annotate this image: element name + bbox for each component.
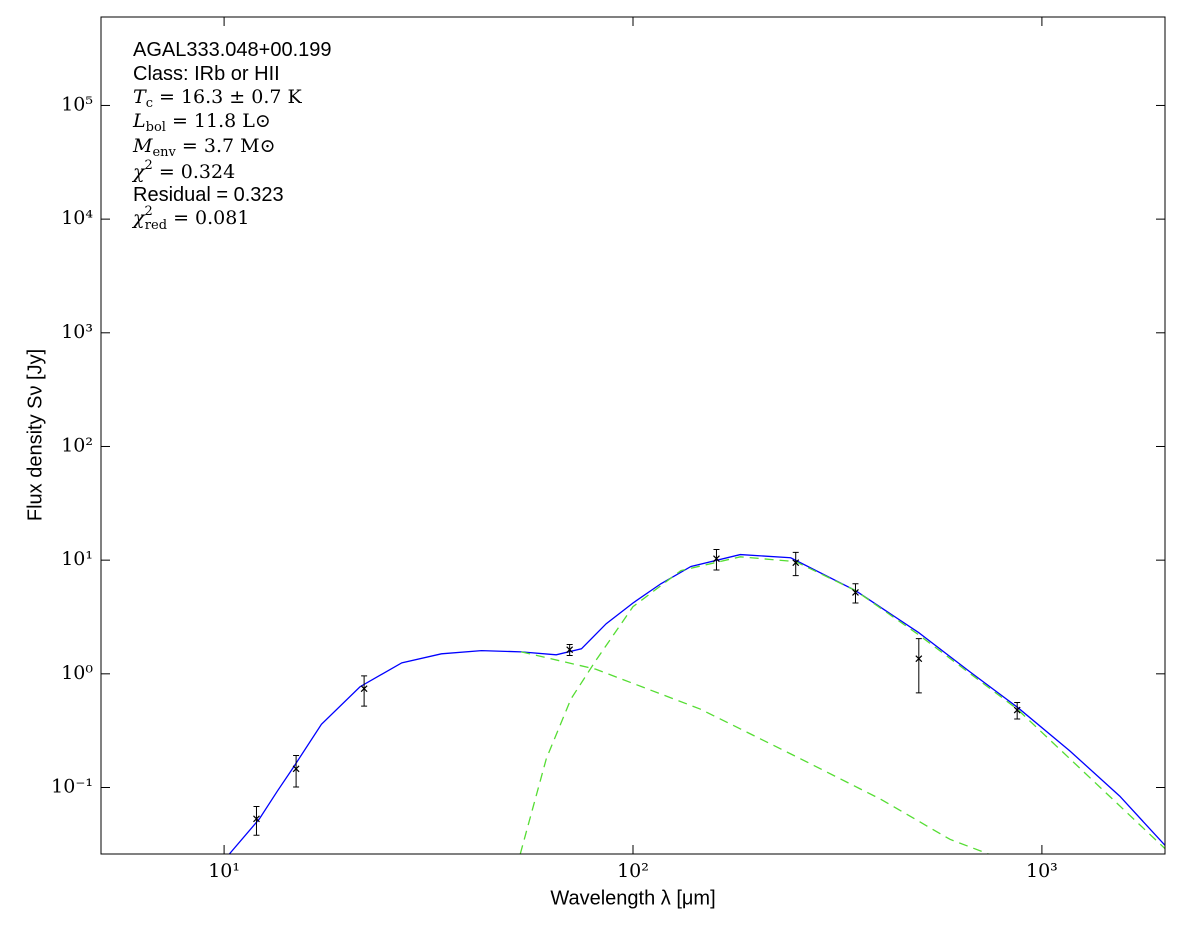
data-point	[1013, 706, 1021, 714]
data-point	[915, 655, 923, 663]
error-bar	[915, 638, 922, 694]
annotation-sup: 2	[145, 204, 153, 219]
annotation-sub: bol	[146, 120, 166, 135]
annotation-text: Residual = 0.323	[133, 184, 284, 206]
model-total	[228, 553, 1165, 854]
annotation-text: = 3.7 M⊙	[176, 135, 276, 157]
error-bar	[792, 551, 799, 577]
annotation-text: Class: IRb or HII	[133, 63, 280, 85]
data-point	[292, 765, 300, 773]
annotation: Menv = 3.7 M⊙	[132, 135, 276, 160]
data-point	[792, 559, 800, 567]
data-point	[566, 646, 574, 654]
annotation: AGAL333.048+00.199	[133, 39, 332, 61]
error-bar	[361, 675, 368, 707]
annotation-text: AGAL333.048+00.199	[133, 39, 332, 61]
error-bar	[852, 583, 859, 604]
plot-area	[228, 549, 1165, 854]
annotation-text: = 11.8 L⊙	[166, 110, 271, 132]
error-bar	[253, 806, 260, 836]
x-tick-label: 10³	[1026, 860, 1058, 882]
annotation: Lbol = 11.8 L⊙	[132, 110, 271, 135]
error-bar	[713, 549, 720, 571]
annotation-symbol: M	[132, 135, 153, 157]
annotation-text: = 0.324	[153, 161, 235, 183]
y-axis-label: Flux density Sν [Jy]	[24, 349, 46, 521]
annotation: Residual = 0.323	[133, 184, 284, 206]
x-axis-label: Wavelength λ [μm]	[550, 887, 715, 909]
x-tick-label: 10²	[617, 860, 649, 882]
y-tick-label: 10²	[61, 434, 93, 456]
annotation: χ2 = 0.324	[131, 158, 235, 184]
model-component	[519, 556, 1165, 854]
error-bar	[293, 755, 300, 788]
annotation-symbol: T	[133, 86, 147, 108]
y-tick-label: 10⁴	[61, 207, 93, 229]
plot-frame	[100, 16, 1166, 855]
data-point	[253, 815, 260, 823]
annotation-symbol: χ	[131, 161, 146, 183]
y-tick-label: 10⁻¹	[51, 775, 93, 797]
annotation-sub: env	[152, 145, 176, 160]
annotation-sub: c	[146, 96, 153, 111]
annotation-sub: red	[145, 218, 167, 233]
annotation-text: = 16.3 ± 0.7 K	[153, 86, 303, 108]
data-point	[713, 555, 720, 563]
annotation-symbol: L	[132, 110, 146, 132]
annotation-text: = 0.081	[167, 207, 249, 229]
annotation-symbol: χ	[131, 207, 146, 229]
y-tick-label: 10¹	[61, 548, 93, 570]
x-tick-label: 10¹	[208, 860, 240, 882]
annotation: Tc = 16.3 ± 0.7 K	[133, 86, 303, 111]
annotation: χ2 red = 0.081	[131, 204, 249, 233]
data-point	[852, 589, 859, 596]
annotation: Class: IRb or HII	[133, 63, 280, 85]
y-tick-label: 10⁵	[61, 93, 93, 115]
model-component	[521, 651, 989, 854]
y-tick-label: 10⁰	[61, 662, 93, 684]
data-point	[360, 685, 368, 693]
annotation-sup: 2	[145, 158, 153, 173]
y-tick-label: 10³	[61, 321, 93, 343]
